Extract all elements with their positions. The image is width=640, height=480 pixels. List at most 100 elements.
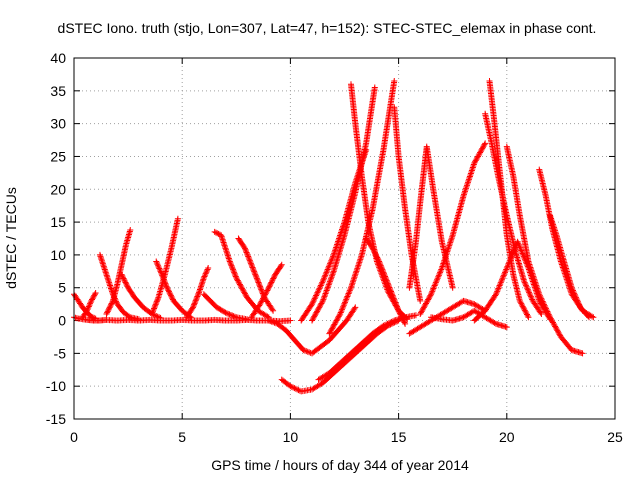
- data-point: [435, 272, 442, 279]
- data-point: [119, 272, 126, 279]
- data-point: [104, 308, 111, 315]
- data-point: [330, 253, 337, 260]
- data-point: [135, 316, 142, 323]
- data-point: [482, 140, 489, 147]
- data-point: [494, 286, 501, 293]
- data-point: [378, 265, 385, 272]
- data-point: [476, 150, 483, 157]
- data-point: [516, 243, 523, 250]
- data-point: [239, 285, 246, 292]
- data-point: [87, 299, 94, 306]
- data-point: [156, 265, 163, 272]
- data-point: [311, 295, 318, 302]
- data-point: [267, 318, 274, 325]
- data-point: [244, 250, 251, 257]
- data-point: [481, 141, 488, 148]
- data-point: [321, 275, 328, 282]
- data-point: [518, 248, 525, 255]
- data-point: [151, 305, 158, 312]
- data-point: [328, 256, 335, 263]
- data-point: [387, 287, 394, 294]
- data-point: [266, 283, 273, 290]
- data-point: [313, 309, 320, 316]
- data-point: [318, 281, 325, 288]
- data-point: [527, 292, 534, 299]
- data-point: [256, 282, 263, 289]
- data-point: [500, 273, 507, 280]
- y-tick-label: 10: [50, 247, 66, 263]
- data-point: [390, 294, 397, 301]
- data-point: [107, 303, 114, 310]
- data-point: [374, 255, 381, 262]
- data-point: [397, 311, 404, 318]
- data-point: [191, 300, 198, 307]
- x-tick-label: 15: [391, 429, 407, 445]
- data-point: [508, 254, 515, 261]
- data-point: [250, 265, 257, 272]
- data-point: [192, 298, 199, 305]
- data-point: [303, 348, 310, 355]
- data-point: [304, 348, 311, 355]
- data-point: [156, 266, 163, 273]
- data-point: [230, 313, 237, 320]
- data-point: [251, 269, 258, 276]
- data-point: [272, 320, 279, 327]
- data-point: [524, 263, 531, 270]
- data-point: [156, 314, 163, 321]
- y-tick-label: -10: [46, 378, 66, 394]
- data-point: [164, 284, 171, 291]
- data-point: [239, 286, 246, 293]
- data-point: [389, 292, 396, 299]
- data-point: [248, 261, 255, 268]
- data-point: [328, 257, 335, 264]
- y-tick-label: 20: [50, 181, 66, 197]
- data-point: [233, 274, 240, 281]
- data-point: [189, 305, 196, 312]
- data-point: [337, 310, 344, 317]
- data-point: [91, 291, 98, 298]
- data-point: [317, 301, 324, 308]
- data-point: [166, 288, 172, 295]
- data-point: [433, 278, 440, 285]
- data-point: [472, 157, 479, 164]
- data-point: [555, 328, 562, 335]
- data-point: [391, 296, 398, 303]
- data-point: [243, 248, 250, 255]
- data-point: [119, 274, 126, 281]
- data-point: [270, 319, 277, 326]
- data-point: [417, 309, 424, 316]
- data-point: [265, 284, 272, 291]
- data-point: [121, 278, 128, 285]
- data-point: [270, 275, 277, 282]
- data-point: [267, 282, 274, 289]
- data-point: [323, 287, 330, 294]
- data-point: [400, 318, 407, 325]
- data-point: [495, 283, 502, 290]
- data-point: [264, 313, 271, 320]
- data-point: [253, 275, 260, 282]
- data-point: [315, 286, 322, 293]
- data-point: [169, 295, 176, 302]
- series-13: [248, 261, 285, 321]
- data-point: [419, 307, 426, 314]
- data-point: [234, 277, 241, 284]
- data-point: [329, 254, 336, 261]
- data-point: [261, 292, 268, 299]
- y-tick-label: 15: [50, 214, 66, 230]
- series-11: [200, 291, 251, 323]
- data-point: [327, 328, 334, 335]
- series-9: [183, 265, 212, 321]
- data-point: [385, 281, 392, 288]
- data-point: [253, 274, 260, 281]
- data-point: [231, 269, 238, 276]
- data-point: [222, 309, 229, 316]
- data-point: [424, 297, 431, 304]
- data-point: [235, 278, 242, 285]
- data-point: [523, 310, 530, 317]
- data-point: [192, 297, 199, 304]
- data-point: [221, 308, 228, 315]
- data-point: [386, 285, 393, 292]
- series-22: [391, 104, 424, 304]
- data-point: [501, 270, 508, 277]
- x-tick-label: 10: [283, 429, 299, 445]
